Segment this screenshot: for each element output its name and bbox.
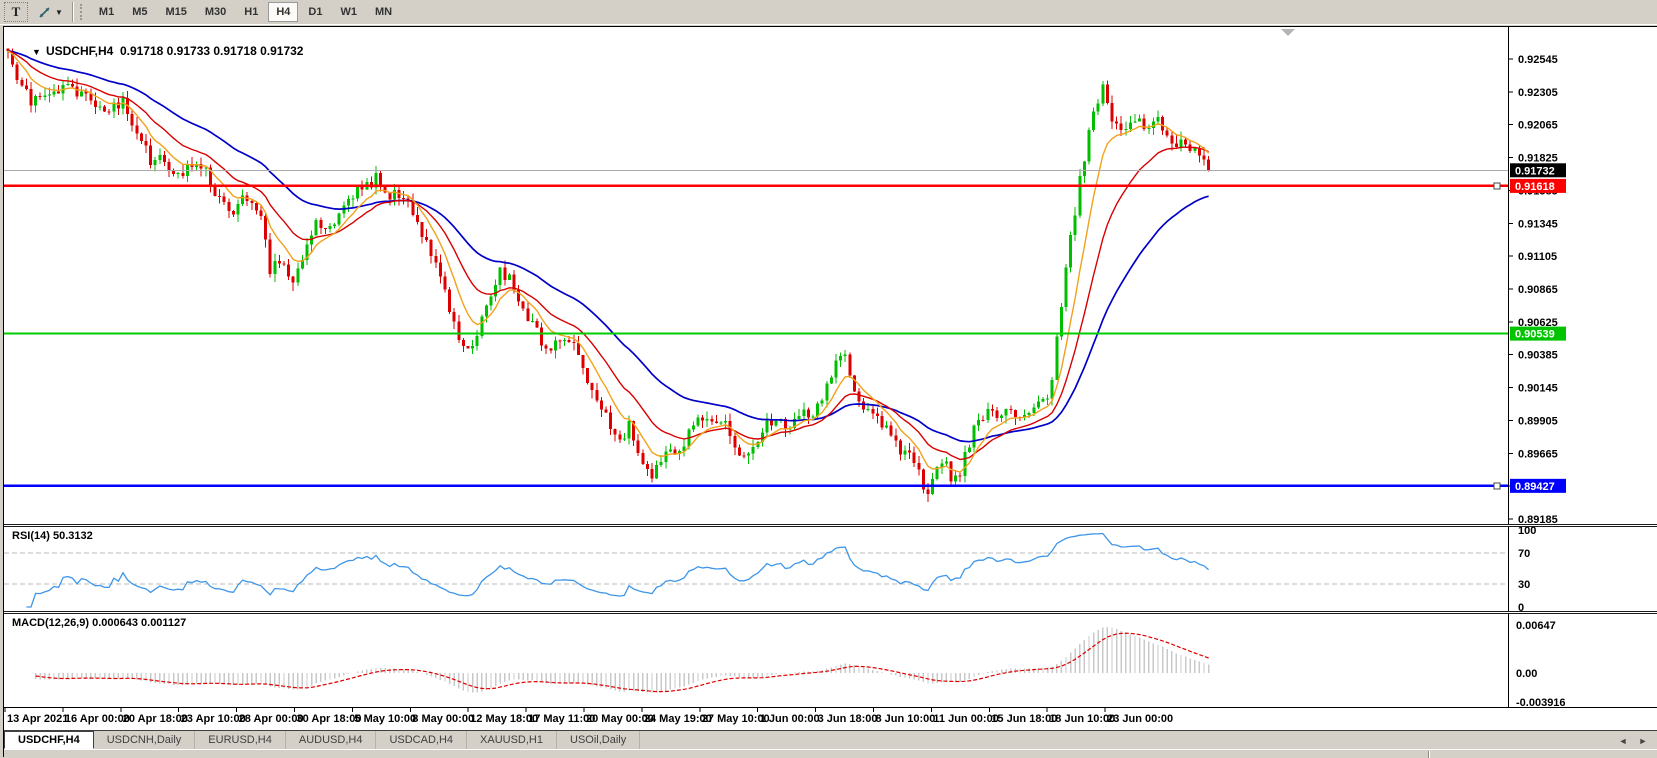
svg-text:0.92545: 0.92545 bbox=[1518, 54, 1558, 66]
time-axis[interactable]: 13 Apr 2021 16 Apr 00:00 20 Apr 18:00 23 Ap… bbox=[4, 707, 1657, 730]
main-chart-svg[interactable]: 0.925450.923050.920650.918250.915850.913… bbox=[4, 27, 1657, 524]
svg-text:27 May 10:00: 27 May 10:00 bbox=[702, 713, 770, 725]
svg-text:0.92065: 0.92065 bbox=[1518, 120, 1558, 132]
svg-text:18 Jun 10:00: 18 Jun 10:00 bbox=[1049, 713, 1115, 725]
chart-tab-audusd-h4[interactable]: AUDUSD,H4 bbox=[286, 731, 377, 749]
chart-tab-bar: USDCHF,H4 USDCNH,Daily EURUSD,H4 AUDUSD,H4 U… bbox=[4, 730, 1657, 749]
panel-separator[interactable] bbox=[4, 524, 1657, 527]
chart-window: 0.925450.923050.920650.918250.915850.913… bbox=[3, 26, 1657, 758]
svg-text:0.89665: 0.89665 bbox=[1518, 448, 1558, 460]
svg-text:100: 100 bbox=[1518, 527, 1536, 537]
main-price-panel[interactable]: 0.925450.923050.920650.918250.915850.913… bbox=[4, 27, 1657, 524]
dropdown-caret-icon[interactable]: ▼ bbox=[55, 7, 63, 17]
svg-text:23 Apr 10:00: 23 Apr 10:00 bbox=[181, 713, 246, 725]
chart-tab-usdcad-h4[interactable]: USDCAD,H4 bbox=[376, 731, 468, 749]
svg-text:30 Apr 18:00: 30 Apr 18:00 bbox=[297, 713, 362, 725]
svg-text:0.90145: 0.90145 bbox=[1518, 383, 1558, 395]
svg-text:0.90385: 0.90385 bbox=[1518, 350, 1558, 362]
svg-text:0.89427: 0.89427 bbox=[1515, 481, 1555, 493]
svg-text:20 Apr 18:00: 20 Apr 18:00 bbox=[123, 713, 188, 725]
symbol-collapse-icon[interactable]: ▼ bbox=[32, 47, 41, 57]
tab-scroll-right-button[interactable]: ► bbox=[1638, 735, 1648, 746]
ohlc-values: 0.91718 0.91733 0.91718 0.91732 bbox=[119, 44, 304, 58]
status-bar-divider bbox=[1428, 751, 1430, 758]
rsi-chart-svg[interactable]: 100 70 30 0 bbox=[4, 527, 1657, 611]
chart-tab-usdcnh-daily[interactable]: USDCNH,Daily bbox=[94, 731, 196, 749]
chart-tab-usdchf-h4[interactable]: USDCHF,H4 bbox=[4, 731, 94, 749]
svg-text:70: 70 bbox=[1518, 548, 1530, 560]
symbol-period-label: USDCHF,H4 bbox=[45, 44, 114, 58]
svg-text:8 May 00:00: 8 May 00:00 bbox=[412, 713, 474, 725]
timeframe-button-w1[interactable]: W1 bbox=[332, 2, 365, 22]
svg-text:28 Apr 00:00: 28 Apr 00:00 bbox=[239, 713, 304, 725]
svg-text:0.91345: 0.91345 bbox=[1518, 218, 1558, 230]
svg-text:17 May 11:00: 17 May 11:00 bbox=[528, 713, 595, 725]
arrows-icon bbox=[39, 6, 50, 18]
svg-text:12 May 18:00: 12 May 18:00 bbox=[470, 713, 538, 725]
svg-text:20 May 00:00: 20 May 00:00 bbox=[586, 713, 654, 725]
timeframe-button-m5[interactable]: M5 bbox=[124, 2, 155, 22]
timeframe-button-h4[interactable]: H4 bbox=[268, 2, 299, 22]
svg-text:0.90539: 0.90539 bbox=[1515, 329, 1555, 341]
svg-text:0.90625: 0.90625 bbox=[1518, 317, 1558, 329]
chart-tab-eurusd-h4[interactable]: EURUSD,H4 bbox=[195, 731, 286, 749]
rsi-panel[interactable]: 100 70 30 0 RSI(14) 50.3132 bbox=[4, 527, 1657, 611]
timeframe-button-mn[interactable]: MN bbox=[367, 2, 400, 22]
macd-panel[interactable]: 0.00647 0.00 -0.003916 MACD(12,26,9) 0.000… bbox=[4, 614, 1657, 707]
timeframe-button-h1[interactable]: H1 bbox=[236, 2, 266, 22]
macd-chart-svg[interactable]: 0.00647 0.00 -0.003916 bbox=[4, 614, 1657, 707]
status-bar bbox=[4, 749, 1657, 758]
svg-text:5 May 10:00: 5 May 10:00 bbox=[354, 713, 416, 725]
chart-tab-xauusd-h1[interactable]: XAUUSD,H1 bbox=[467, 731, 557, 749]
macd-label: MACD(12,26,9) 0.000643 0.001127 bbox=[12, 617, 187, 629]
svg-text:13 Apr 2021: 13 Apr 2021 bbox=[7, 713, 68, 725]
toolbar-separator bbox=[71, 2, 74, 22]
timeframe-button-m15[interactable]: M15 bbox=[157, 2, 194, 22]
chart-title: ▼ USDCHF,H4 0.91718 0.91733 0.91718 0.917… bbox=[12, 30, 303, 72]
svg-text:23 Jun 00:00: 23 Jun 00:00 bbox=[1107, 713, 1173, 725]
text-tool-button[interactable]: T bbox=[4, 2, 28, 22]
svg-text:0.91105: 0.91105 bbox=[1518, 251, 1557, 263]
timeframe-button-group: M1 M5 M15 M30 H1 H4 D1 W1 MN bbox=[90, 2, 401, 22]
timeframe-button-m1[interactable]: M1 bbox=[91, 2, 122, 22]
svg-text:0: 0 bbox=[1518, 602, 1524, 611]
svg-text:11 Jun 00:00: 11 Jun 00:00 bbox=[933, 713, 998, 725]
panel-separator[interactable] bbox=[4, 611, 1657, 614]
svg-text:24 May 19:00: 24 May 19:00 bbox=[644, 713, 712, 725]
chart-tab-usoil-daily[interactable]: USOil,Daily bbox=[557, 731, 641, 749]
svg-text:30: 30 bbox=[1518, 579, 1530, 591]
rsi-label: RSI(14) 50.3132 bbox=[12, 530, 93, 542]
svg-text:0.89185: 0.89185 bbox=[1518, 514, 1558, 524]
tab-scroll-left-button[interactable]: ◄ bbox=[1618, 735, 1628, 746]
svg-text:-0.003916: -0.003916 bbox=[1516, 697, 1566, 707]
svg-text:0.90865: 0.90865 bbox=[1518, 284, 1558, 296]
svg-text:8 Jun 10:00: 8 Jun 10:00 bbox=[876, 713, 936, 725]
toolbar-grip-handle[interactable] bbox=[79, 4, 84, 20]
svg-text:0.89905: 0.89905 bbox=[1518, 415, 1558, 427]
toolbar: T ▼ M1 M5 M15 M30 H1 H4 D1 W1 MN bbox=[0, 0, 1657, 25]
svg-text:0.00: 0.00 bbox=[1516, 668, 1537, 680]
arrows-tool-button[interactable]: ▼ bbox=[36, 2, 64, 22]
svg-text:0.91825: 0.91825 bbox=[1518, 153, 1558, 165]
svg-text:0.91732: 0.91732 bbox=[1515, 165, 1555, 177]
svg-text:1 Jun 00:00: 1 Jun 00:00 bbox=[760, 713, 820, 725]
timeframe-button-m30[interactable]: M30 bbox=[197, 2, 234, 22]
timeframe-button-d1[interactable]: D1 bbox=[300, 2, 330, 22]
svg-text:0.00647: 0.00647 bbox=[1516, 620, 1556, 632]
svg-text:16 Apr 00:00: 16 Apr 00:00 bbox=[65, 713, 130, 725]
svg-text:0.92305: 0.92305 bbox=[1518, 87, 1558, 99]
svg-text:15 Jun 18:00: 15 Jun 18:00 bbox=[991, 713, 1057, 725]
svg-text:0.91618: 0.91618 bbox=[1515, 181, 1555, 193]
svg-text:3 Jun 18:00: 3 Jun 18:00 bbox=[818, 713, 878, 725]
